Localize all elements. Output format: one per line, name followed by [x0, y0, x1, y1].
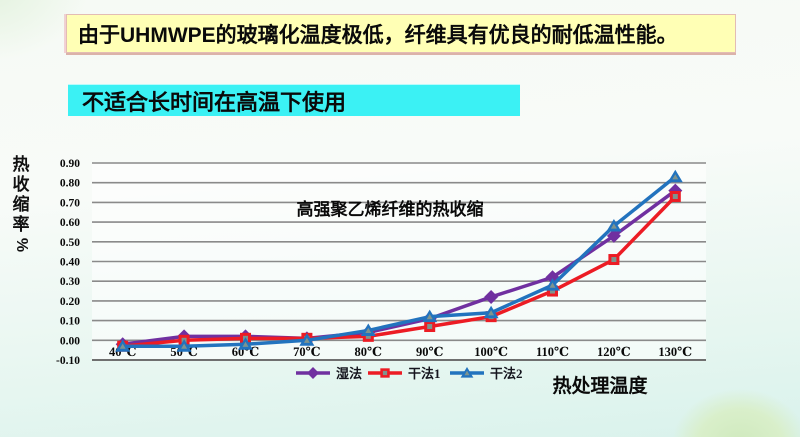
marker-triangle-center [464, 370, 470, 376]
y-axis-title-char: 收 [12, 175, 30, 194]
y-tick-label: 0.70 [60, 197, 80, 209]
subtitle-banner: 不适合长时间在高温下使用 [68, 84, 520, 116]
series-line [122, 175, 677, 348]
marker-triangle-center [303, 337, 310, 343]
y-tick-label: 0.80 [60, 178, 80, 190]
legend-item [450, 367, 484, 378]
legend-item [368, 368, 402, 378]
x-tick-label: 80℃ [355, 345, 383, 359]
y-tick-label: 0.00 [60, 335, 80, 347]
marker-triangle-center [365, 327, 372, 334]
x-axis-title: 热处理温度 [552, 374, 648, 397]
x-tick-label: 100℃ [474, 345, 508, 359]
x-tick-label: 60℃ [232, 345, 260, 359]
x-tick-label: 130℃ [658, 345, 692, 359]
subtitle-banner-text: 不适合长时间在高温下使用 [82, 89, 347, 115]
marker-square-center [550, 288, 555, 294]
marker-triangle-center [672, 174, 679, 180]
marker-triangle-center [488, 310, 495, 316]
top-banner-text: 由于UHMWPE的玻璃化温度极低，纤维具有优良的耐低温性能。 [78, 23, 678, 47]
x-tick-label: 110℃ [536, 345, 569, 359]
legend-label: 干法1 [408, 366, 441, 381]
marker-triangle-center [549, 282, 556, 288]
chart-title: 高强聚乙烯纤维的热收缩 [297, 199, 484, 219]
y-axis-title-char: 率 [12, 215, 30, 234]
y-tick-label: 0.90 [60, 158, 80, 170]
marker-square-center [365, 333, 371, 339]
y-tick-label: 0.40 [60, 257, 80, 269]
y-axis-title-char: 热 [12, 155, 30, 174]
marker-triangle-center [242, 341, 249, 347]
marker-diamond [307, 367, 319, 379]
y-tick-label: 0.50 [60, 237, 80, 249]
legend-label: 干法2 [490, 366, 523, 381]
x-tick-label: 120℃ [597, 345, 631, 359]
x-tick-label: 40℃ [109, 345, 137, 359]
y-axis-title-char: 缩 [12, 195, 30, 214]
legend-item [296, 367, 330, 379]
legend-label: 湿法 [336, 366, 362, 381]
marker-diamond [484, 289, 499, 304]
x-tick-label: 50℃ [170, 345, 198, 359]
marker-square-center [672, 193, 678, 199]
marker-triangle-center [426, 314, 433, 320]
marker-square-center [427, 324, 433, 330]
y-tick-label: 0.30 [60, 276, 80, 288]
marker-triangle-center [181, 343, 188, 349]
y-axis-title: 热收缩率% [8, 155, 34, 255]
legend: 湿法 干法1 干法2 [296, 366, 523, 381]
x-tick-label: 90℃ [416, 345, 444, 359]
y-tick-label: 0.10 [60, 316, 80, 328]
series-干法2 [115, 169, 683, 352]
marker-triangle-center [610, 223, 617, 229]
marker-diamond [606, 228, 621, 243]
marker-triangle-center [119, 343, 126, 349]
y-tick-label: -0.10 [56, 355, 80, 367]
x-tick-label: 70℃ [293, 345, 321, 359]
y-tick-label: 0.60 [60, 217, 80, 229]
marker-square-center [382, 370, 388, 376]
top-banner: 由于UHMWPE的玻璃化温度极低，纤维具有优良的耐低温性能。 [66, 14, 736, 53]
series-line [122, 195, 677, 348]
marker-square-center [611, 257, 617, 263]
y-tick-label: 0.20 [60, 296, 80, 308]
